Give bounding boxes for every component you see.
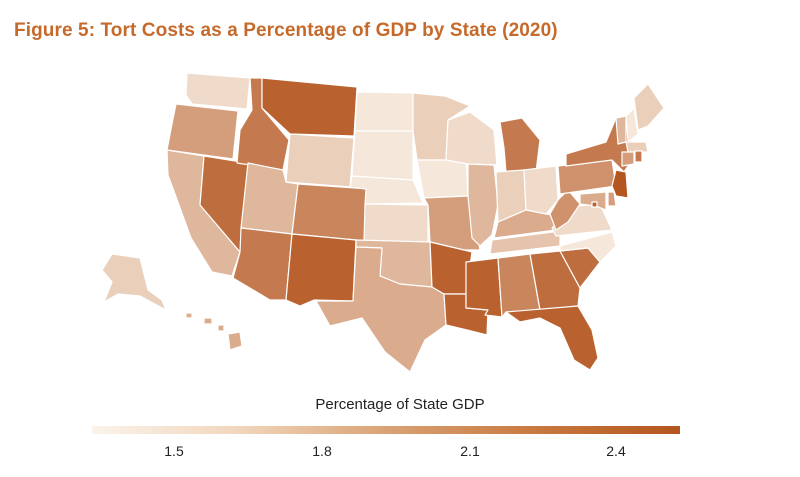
state-ct [621, 151, 635, 167]
legend-tick-4: 2.4 [606, 443, 626, 459]
state-fl [505, 305, 599, 371]
legend-tick-1: 1.5 [164, 443, 184, 459]
legend-tick-2: 1.8 [312, 443, 332, 459]
state-dc [591, 201, 598, 208]
state-oh [523, 165, 559, 215]
state-de [607, 191, 617, 207]
state-md [579, 191, 607, 211]
state-me [633, 83, 665, 131]
state-ri [634, 150, 643, 163]
legend-color-scale [92, 426, 680, 434]
state-wi [445, 111, 498, 166]
state-wa [185, 72, 251, 110]
state-az [232, 227, 293, 301]
legend-title: Percentage of State GDP [315, 396, 485, 413]
state-mi [499, 117, 541, 173]
state-il [467, 163, 499, 247]
state-nc [559, 231, 617, 263]
state-vt [615, 115, 627, 145]
chart-title: Figure 5: Tort Costs as a Percentage of … [14, 20, 558, 41]
state-sd [351, 130, 414, 181]
state-co [291, 183, 371, 242]
legend-tick-3: 2.1 [460, 443, 480, 459]
state-ms [465, 257, 503, 318]
state-nh [625, 107, 639, 143]
state-tx [315, 246, 447, 373]
state-ma [625, 141, 649, 153]
state-nm [285, 233, 357, 307]
state-or [166, 103, 239, 160]
state-ak [101, 253, 167, 311]
state-mt [261, 77, 358, 137]
state-wy [285, 133, 355, 188]
state-ia [416, 159, 469, 199]
state-nj [611, 169, 629, 199]
state-nd [354, 91, 414, 132]
state-ks [363, 203, 429, 243]
state-hi [185, 312, 243, 351]
